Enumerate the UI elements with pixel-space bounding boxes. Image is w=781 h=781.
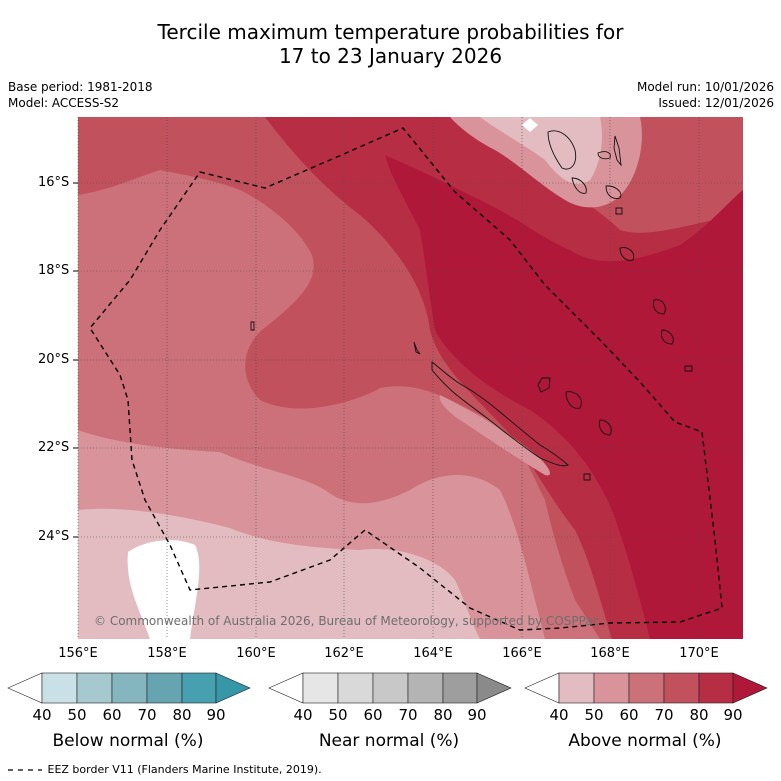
colorbar-near-tick: 60 <box>363 706 383 724</box>
eez-border <box>89 127 723 631</box>
colorbar-below-seg-70-80 <box>146 672 183 704</box>
eez-legend-line <box>8 769 42 771</box>
colorbar-above-seg-60-70 <box>628 672 665 704</box>
colorbar-above-arrow-low <box>524 672 560 704</box>
colorbar-above-seg-50-60 <box>593 672 630 704</box>
loyalty-island-3 <box>599 419 612 436</box>
island-small-3 <box>250 321 255 331</box>
lon-label-164e: 164°E <box>413 646 453 661</box>
colorbar-near-tick: 40 <box>293 706 313 724</box>
vanuatu-tanna <box>661 329 674 345</box>
colorbar-near-tick: 70 <box>398 706 418 724</box>
colorbar-above-seg-40-50 <box>558 672 595 704</box>
lon-label-162e: 162°E <box>324 646 364 661</box>
colorbar-near-tick: 80 <box>433 706 453 724</box>
colorbar-below-tick: 60 <box>102 706 122 724</box>
colorbar-below-seg-40-50 <box>41 672 78 704</box>
lon-label-156e: 156°E <box>58 646 98 661</box>
colorbar-near-title: Near normal (%) <box>318 731 460 751</box>
colorbar-below-seg-80-90 <box>181 672 217 704</box>
vanuatu-efate <box>619 247 635 261</box>
colorbar-above-tick: 40 <box>549 706 569 724</box>
colorbar-below-normal <box>7 672 251 704</box>
lon-label-170e: 170°E <box>679 646 719 661</box>
loyalty-island-1 <box>537 377 551 393</box>
base-period-text: Base period: 1981-2018 <box>8 80 153 94</box>
colorbar-below-tick: 80 <box>172 706 192 724</box>
lon-label-168e: 168°E <box>590 646 630 661</box>
contour-above-80 <box>385 155 743 639</box>
vanuatu-espiritu-santo <box>547 130 577 170</box>
colorbar-below-tick: 90 <box>206 706 226 724</box>
copyright-text: © Commonwealth of Australia 2026, Bureau… <box>94 614 600 628</box>
issued-text: Issued: 12/01/2026 <box>658 96 774 110</box>
lat-label-22s: 22°S <box>38 440 70 455</box>
lat-label-16s: 16°S <box>38 175 70 190</box>
diamond-marker <box>522 118 538 132</box>
colorbar-below-arrow-low <box>7 672 43 704</box>
vanuatu-malekula <box>571 177 587 194</box>
colorbar-near-seg-50-60 <box>337 672 374 704</box>
loyalty-island-2 <box>565 391 582 409</box>
tick-marks <box>73 182 78 538</box>
model-run-text: Model run: 10/01/2026 <box>636 80 774 94</box>
colorbar-near-normal <box>268 672 512 704</box>
colorbar-near-seg-60-70 <box>372 672 409 704</box>
lat-label-18s: 18°S <box>38 263 70 278</box>
colorbar-below-arrow-high <box>215 672 251 704</box>
colorbar-below-tick: 50 <box>67 706 87 724</box>
lon-label-158e: 158°E <box>147 646 187 661</box>
map-title-line1: Tercile maximum temperature probabilitie… <box>157 20 624 44</box>
colorbar-above-seg-70-80 <box>663 672 700 704</box>
colorbar-near-arrow-high <box>476 672 512 704</box>
colorbar-above-tick: 90 <box>723 706 743 724</box>
colorbar-near-seg-80-90 <box>442 672 478 704</box>
colorbar-near-seg-70-80 <box>407 672 444 704</box>
island-small-2 <box>583 473 591 481</box>
colorbar-below-seg-60-70 <box>111 672 148 704</box>
vanuatu-ambae <box>597 151 611 160</box>
vanuatu-erromango <box>653 299 666 315</box>
colorbar-above-title: Above normal (%) <box>568 731 722 751</box>
colorbar-below-tick: 40 <box>32 706 52 724</box>
colorbar-near-seg-40-50 <box>302 672 339 704</box>
vanuatu-epi <box>615 207 623 215</box>
lon-label-160e: 160°E <box>236 646 276 661</box>
colorbar-near-tick: 50 <box>328 706 348 724</box>
colorbar-above-arrow-high <box>732 672 768 704</box>
colorbar-near-tick: 90 <box>467 706 487 724</box>
lat-label-24s: 24°S <box>38 529 70 544</box>
gridlines <box>77 117 743 639</box>
colorbar-above-tick: 50 <box>584 706 604 724</box>
contour-near-white <box>127 540 200 639</box>
colorbar-above-seg-80-90 <box>698 672 734 704</box>
colorbar-above-tick: 60 <box>619 706 639 724</box>
colorbar-near-arrow-low <box>268 672 304 704</box>
vanuatu-aneityum <box>684 365 693 372</box>
colorbar-above-tick: 80 <box>689 706 709 724</box>
map-title-line2: 17 to 23 January 2026 <box>278 44 503 68</box>
eez-legend-label: EEZ border V11 (Flanders Marine Institut… <box>47 763 322 776</box>
island-small-1 <box>413 341 421 355</box>
coastlines <box>250 130 693 481</box>
probability-field <box>78 117 743 639</box>
model-text: Model: ACCESS-S2 <box>8 96 120 110</box>
colorbar-above-tick: 70 <box>654 706 674 724</box>
contour-caledonia-light <box>439 395 550 476</box>
eez-legend: EEZ border V11 (Flanders Marine Institut… <box>8 763 322 776</box>
new-caledonia-coast <box>431 361 569 467</box>
colorbar-above-normal <box>524 672 768 704</box>
vanuatu-pentecost <box>605 185 622 199</box>
lat-label-20s: 20°S <box>38 352 70 367</box>
colorbar-below-title: Below normal (%) <box>52 731 204 751</box>
colorbar-below-tick: 70 <box>137 706 157 724</box>
colorbar-below-seg-50-60 <box>76 672 113 704</box>
vanuatu-maewo <box>613 135 622 167</box>
lon-label-166e: 166°E <box>502 646 542 661</box>
